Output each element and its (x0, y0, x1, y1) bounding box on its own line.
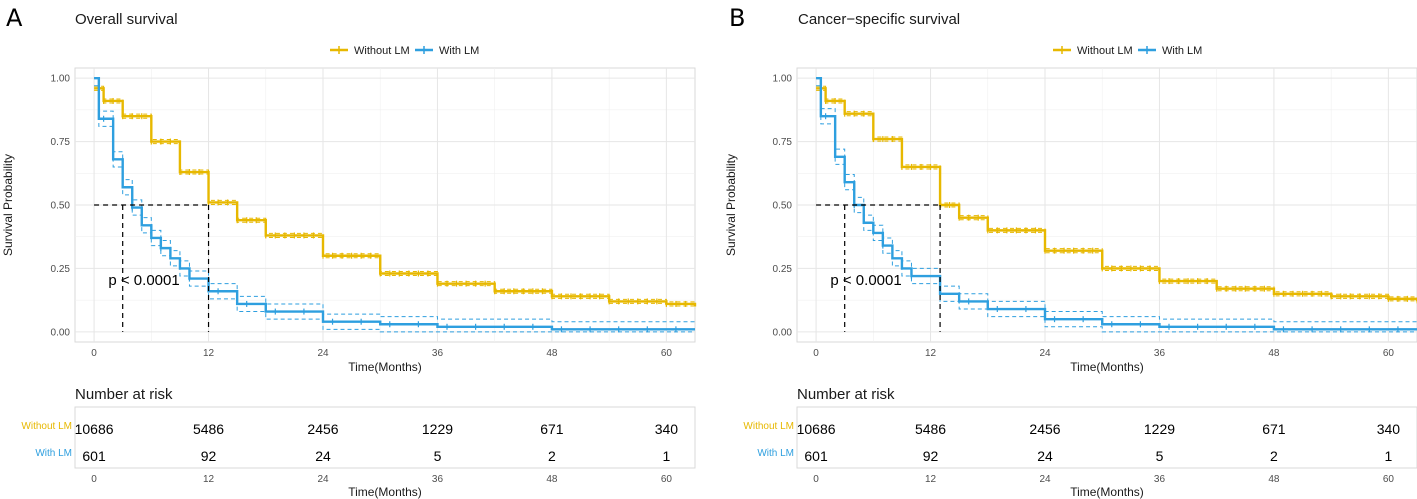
risk-x-tick-label: 0 (813, 474, 819, 485)
risk-x-tick-label: 36 (432, 474, 444, 485)
legend-label: Without LM (354, 45, 410, 57)
survival-curve-with-lm (816, 76, 1417, 331)
risk-table-title: Number at risk (797, 386, 895, 403)
risk-count: 671 (540, 421, 564, 437)
y-tick-label: 1.00 (773, 74, 793, 85)
p-value-annotation: p < 0.0001 (108, 272, 179, 289)
x-tick-label: 48 (546, 348, 558, 359)
legend-label: Without LM (1077, 45, 1133, 57)
x-tick-label: 36 (1154, 348, 1166, 359)
x-axis-title: Time(Months) (1070, 360, 1144, 374)
risk-x-tick-label: 60 (1383, 474, 1395, 485)
legend-label: With LM (439, 45, 479, 57)
risk-count: 24 (315, 448, 331, 464)
x-tick-label: 48 (1268, 348, 1280, 359)
x-tick-label: 36 (432, 348, 444, 359)
y-tick-label: 1.00 (51, 74, 71, 85)
risk-count: 2456 (307, 421, 338, 437)
survival-curve-with-lm (94, 76, 695, 331)
risk-count: 2 (1270, 448, 1278, 464)
x-tick-label: 12 (203, 348, 215, 359)
y-tick-label: 0.00 (773, 327, 793, 338)
risk-count: 5 (434, 448, 442, 464)
risk-row-label: With LM (35, 448, 72, 459)
risk-x-tick-label: 12 (203, 474, 215, 485)
risk-x-tick-label: 24 (1039, 474, 1051, 485)
risk-count: 671 (1262, 421, 1286, 437)
risk-x-tick-label: 12 (925, 474, 937, 485)
risk-count: 601 (82, 448, 106, 464)
risk-count: 1229 (422, 421, 453, 437)
risk-count: 1229 (1144, 421, 1175, 437)
x-tick-label: 60 (1383, 348, 1395, 359)
ci-upper-with-lm (816, 77, 1417, 323)
chart-title: Cancer−specific survival (798, 11, 960, 28)
chart-title: Overall survival (75, 11, 178, 28)
panel-letter: A (6, 4, 23, 32)
y-tick-label: 0.50 (51, 201, 71, 212)
risk-x-tick-label: 0 (91, 474, 97, 485)
risk-count: 10686 (797, 421, 836, 437)
risk-x-tick-label: 60 (661, 474, 673, 485)
x-tick-label: 24 (317, 348, 329, 359)
risk-count: 92 (201, 448, 217, 464)
risk-count: 5486 (193, 421, 224, 437)
risk-count: 601 (804, 448, 828, 464)
risk-table-panel (796, 406, 1417, 469)
risk-table-panel (74, 406, 696, 469)
y-tick-label: 0.50 (773, 201, 793, 212)
x-axis-title: Time(Months) (348, 360, 422, 374)
risk-x-tick-label: 36 (1154, 474, 1166, 485)
y-tick-label: 0.25 (773, 264, 793, 275)
y-tick-label: 0.75 (51, 137, 71, 148)
risk-count: 24 (1037, 448, 1053, 464)
risk-x-tick-label: 24 (317, 474, 329, 485)
y-axis-title: Survival Probability (724, 154, 738, 256)
risk-count: 5 (1156, 448, 1164, 464)
risk-row-label: With LM (757, 448, 794, 459)
ci-upper-without-lm (94, 85, 696, 305)
y-axis-title: Survival Probability (1, 154, 15, 256)
p-value-annotation: p < 0.0001 (830, 272, 901, 289)
km-panel-b: B Cancer−specific survival Without LM With … (724, 4, 1417, 499)
y-tick-label: 0.00 (51, 327, 71, 338)
risk-count: 340 (1377, 421, 1401, 437)
risk-count: 5486 (915, 421, 946, 437)
risk-table-title: Number at risk (75, 386, 173, 403)
risk-count: 1 (1384, 448, 1392, 464)
risk-x-tick-label: 48 (1268, 474, 1280, 485)
panel-letter: B (729, 4, 745, 32)
x-tick-label: 0 (813, 348, 819, 359)
risk-row-label: Without LM (21, 421, 72, 432)
risk-count: 92 (923, 448, 939, 464)
x-tick-label: 0 (91, 348, 97, 359)
risk-count: 2 (548, 448, 556, 464)
y-tick-label: 0.25 (51, 264, 71, 275)
risk-count: 10686 (75, 421, 114, 437)
x-tick-label: 12 (925, 348, 937, 359)
survival-curve-without-lm (94, 87, 697, 307)
y-tick-label: 0.75 (773, 137, 793, 148)
risk-x-axis-title: Time(Months) (1070, 485, 1144, 499)
risk-count: 340 (655, 421, 679, 437)
risk-row-label: Without LM (743, 421, 794, 432)
risk-count: 2456 (1029, 421, 1060, 437)
risk-x-axis-title: Time(Months) (348, 485, 422, 499)
risk-count: 1 (662, 448, 670, 464)
risk-x-tick-label: 48 (546, 474, 558, 485)
x-tick-label: 60 (661, 348, 673, 359)
x-tick-label: 24 (1039, 348, 1051, 359)
legend-label: With LM (1162, 45, 1202, 57)
